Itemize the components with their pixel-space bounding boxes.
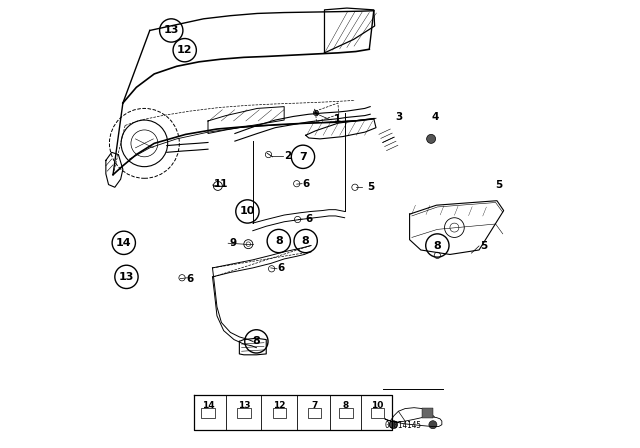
Text: 7: 7: [312, 401, 318, 409]
Bar: [422, 408, 433, 418]
Text: 5: 5: [495, 180, 503, 190]
Text: 4: 4: [431, 112, 438, 122]
Text: 2: 2: [284, 151, 291, 161]
Circle shape: [314, 110, 319, 116]
Text: 14: 14: [202, 401, 214, 409]
Text: 7: 7: [299, 152, 307, 162]
Text: 8: 8: [253, 336, 260, 346]
Text: 9: 9: [230, 238, 237, 248]
Text: 8: 8: [343, 401, 349, 409]
Circle shape: [429, 421, 437, 429]
Text: 12: 12: [177, 45, 193, 55]
Text: 5: 5: [481, 241, 488, 250]
Text: 6: 6: [306, 214, 313, 224]
Text: 14: 14: [116, 238, 132, 248]
Text: 8: 8: [275, 236, 283, 246]
Text: 13: 13: [119, 272, 134, 282]
Text: 1: 1: [333, 114, 340, 124]
Text: 13: 13: [237, 401, 250, 409]
Text: 8: 8: [302, 236, 310, 246]
Circle shape: [427, 134, 436, 143]
Text: 12: 12: [273, 401, 286, 409]
Text: 6: 6: [302, 179, 309, 189]
Text: 10: 10: [371, 401, 383, 409]
Text: 10: 10: [240, 207, 255, 216]
Text: 6: 6: [186, 274, 194, 284]
Text: 0C014145: 0C014145: [385, 421, 422, 430]
Text: 6: 6: [277, 263, 284, 273]
Text: 13: 13: [164, 26, 179, 35]
Text: 8: 8: [433, 241, 441, 250]
Circle shape: [390, 421, 397, 429]
Text: 3: 3: [396, 112, 403, 122]
Text: 11: 11: [213, 179, 228, 189]
Text: 5: 5: [367, 182, 375, 192]
